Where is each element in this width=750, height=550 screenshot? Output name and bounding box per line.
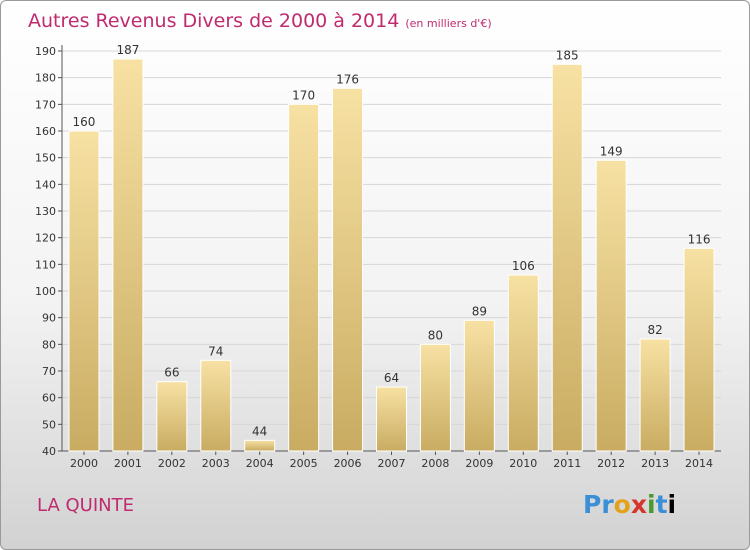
data-label-2006: 176 — [336, 72, 359, 86]
bar-2013 — [639, 338, 671, 452]
data-label-2003: 74 — [208, 344, 223, 358]
bar-2000 — [68, 130, 100, 452]
x-tick-label-2005: 2005 — [290, 457, 318, 470]
bar-2008 — [419, 343, 451, 452]
y-tick-label: 120 — [35, 232, 56, 245]
x-tick-label-2009: 2009 — [465, 457, 493, 470]
x-tick-label-2012: 2012 — [597, 457, 625, 470]
data-label-2001: 187 — [116, 43, 139, 57]
data-label-2008: 80 — [428, 328, 443, 342]
bar-2006 — [332, 87, 364, 452]
data-label-2005: 170 — [292, 88, 315, 102]
x-tick-label-2004: 2004 — [246, 457, 274, 470]
bar-2010 — [507, 274, 539, 452]
x-tick-label-2007: 2007 — [378, 457, 406, 470]
city-name: LA QUINTE — [37, 495, 134, 516]
x-tick-label-2002: 2002 — [158, 457, 186, 470]
y-tick-label: 90 — [42, 312, 56, 325]
y-tick-label: 40 — [42, 445, 56, 458]
y-tick-label: 60 — [42, 392, 56, 405]
x-tick-label-2008: 2008 — [421, 457, 449, 470]
chart-title-unit: (en milliers d'€) — [405, 17, 492, 30]
bar-2011 — [551, 63, 583, 452]
bar-2009 — [463, 319, 495, 452]
x-tick-label-2003: 2003 — [202, 457, 230, 470]
data-labels: 160 187 66 74 44 170 176 64 80 89 106 185 149 82 116 — [73, 43, 711, 438]
bar-2012 — [595, 159, 627, 452]
data-label-2009: 89 — [472, 304, 487, 318]
x-tick-label-2010: 2010 — [509, 457, 537, 470]
data-label-2013: 82 — [647, 323, 662, 337]
y-tick-label: 70 — [42, 365, 56, 378]
data-label-2007: 64 — [384, 371, 399, 385]
y-tick-label: 190 — [35, 45, 56, 58]
chart-title: Autres Revenus Divers de 2000 à 2014 (en … — [28, 10, 492, 32]
proxiti-logo: Proxiti — [583, 490, 677, 519]
data-label-2011: 185 — [556, 48, 579, 62]
y-tick-label: 180 — [35, 72, 56, 85]
bar-2004 — [244, 439, 276, 452]
x-tick-label-2001: 2001 — [114, 457, 142, 470]
x-tick-label-2011: 2011 — [553, 457, 581, 470]
data-label-2002: 66 — [164, 366, 179, 380]
y-tick-label: 140 — [35, 178, 56, 191]
data-label-2004: 44 — [252, 424, 267, 438]
bar-2002 — [156, 381, 188, 452]
y-tick-label: 130 — [35, 205, 56, 218]
bar-2003 — [200, 359, 232, 452]
data-label-2010: 106 — [512, 259, 535, 273]
x-tick-label-2013: 2013 — [641, 457, 669, 470]
bar-2005 — [288, 103, 320, 452]
x-tick-label-2000: 2000 — [70, 457, 98, 470]
x-tick-label-2014: 2014 — [685, 457, 713, 470]
y-tick-label: 150 — [35, 152, 56, 165]
bar-2001 — [112, 58, 144, 452]
y-tick-label: 160 — [35, 125, 56, 138]
y-tick-label: 100 — [35, 285, 56, 298]
chart-title-text: Autres Revenus Divers de 2000 à 2014 — [28, 10, 400, 32]
y-tick-label: 110 — [35, 258, 56, 271]
bars — [68, 58, 715, 452]
bar-2007 — [376, 386, 407, 452]
data-label-2014: 116 — [688, 232, 711, 246]
data-label-2012: 149 — [600, 144, 623, 158]
data-label-2000: 160 — [73, 115, 96, 129]
y-tick-label: 80 — [42, 338, 56, 351]
bar-2014 — [683, 247, 715, 452]
axes: 40 50 60 70 80 90 100 110 120 130 140 150 160 170 180 1… — [35, 45, 721, 470]
x-tick-label-2006: 2006 — [334, 457, 362, 470]
y-tick-label: 170 — [35, 98, 56, 111]
y-tick-label: 50 — [42, 418, 56, 431]
